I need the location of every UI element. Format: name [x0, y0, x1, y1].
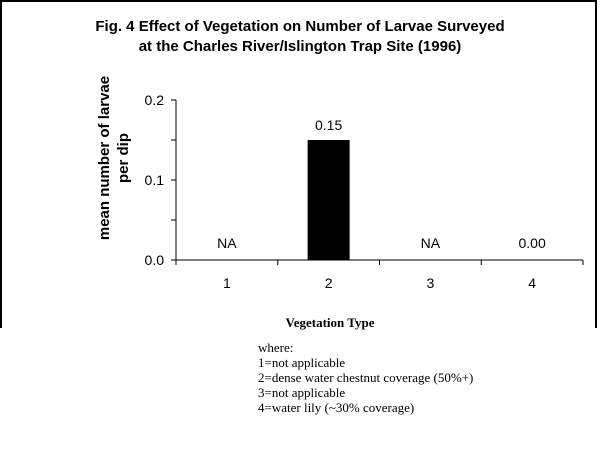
x-axis-label: Vegetation Type [285, 315, 375, 330]
frame-border-left [0, 0, 2, 328]
frame-border-right [595, 0, 597, 328]
legend-item: 4=water lily (~30% coverage) [258, 400, 415, 415]
x-tick-label: 3 [426, 275, 434, 291]
legend-note: where: 1=not applicable 2=dense water ch… [258, 340, 473, 415]
legend-item: 1=not applicable [258, 355, 346, 370]
chart-title-line1: Fig. 4 Effect of Vegetation on Number of… [95, 18, 505, 35]
data-label: NA [421, 235, 441, 251]
y-tick-label: 0.2 [145, 92, 165, 108]
legend-item: 3=not applicable [258, 385, 346, 400]
x-tick-label: 4 [528, 275, 536, 291]
data-label: 0.15 [315, 117, 342, 133]
x-tick-label: 1 [223, 275, 231, 291]
y-tick-label: 0.0 [145, 252, 165, 268]
bar [307, 140, 350, 260]
legend-heading: where: [258, 340, 294, 355]
x-tick-label: 2 [325, 275, 333, 291]
frame-border-top [0, 0, 597, 2]
data-label: 0.00 [519, 235, 546, 251]
chart-title-line2: at the Charles River/Islington Trap Site… [138, 38, 462, 55]
y-tick-label: 0.1 [145, 172, 165, 188]
legend-item: 2=dense water chestnut coverage (50%+) [258, 370, 474, 385]
data-label: NA [217, 235, 237, 251]
